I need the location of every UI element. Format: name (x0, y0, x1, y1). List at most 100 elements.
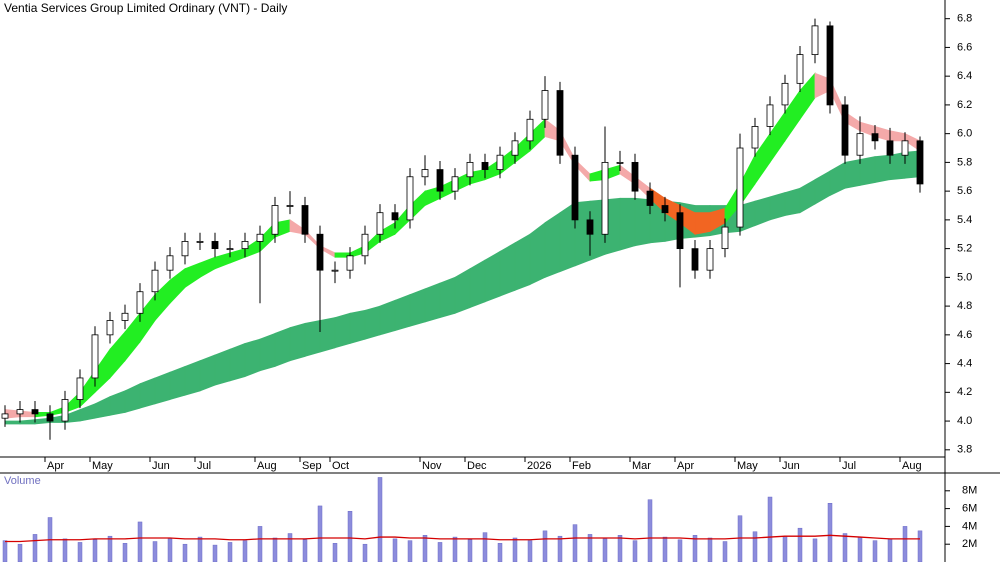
volume-bar (917, 530, 923, 562)
candle-body (586, 219, 594, 235)
x-tick-label: 2026 (527, 460, 551, 472)
chart-title: Ventia Services Group Limited Ordinary (… (4, 1, 287, 15)
long-band (469, 259, 486, 309)
candle-body (571, 154, 579, 221)
volume-bar (752, 531, 758, 562)
candle-body (601, 161, 609, 235)
x-tick-label: Oct (332, 460, 349, 472)
x-tick-label: Apr (677, 460, 694, 472)
volume-bar (152, 541, 158, 562)
candle-body (556, 90, 564, 156)
volume-bar (857, 536, 863, 562)
candle-body (481, 161, 489, 170)
volume-bar (92, 539, 98, 562)
long-band (889, 151, 906, 181)
long-band (769, 192, 786, 221)
candle-body (331, 269, 339, 272)
long-band (139, 377, 156, 409)
volume-bar (332, 543, 338, 562)
candle-body (241, 241, 249, 250)
volume-bar (512, 537, 518, 562)
long-band (784, 187, 801, 217)
x-tick-label: Feb (572, 460, 591, 472)
long-band (319, 317, 336, 353)
long-band (154, 371, 171, 405)
candle-body (661, 205, 669, 214)
volume-bar (167, 538, 173, 562)
volume-bar (422, 535, 428, 562)
candle-body (526, 118, 534, 142)
candle-body (781, 82, 789, 106)
candle-body (136, 291, 144, 314)
y-tick-label: 4.4 (957, 357, 972, 369)
y-tick-label: 6.8 (957, 13, 972, 25)
volume-tick-label: 6M (962, 503, 977, 515)
volume-bar (287, 533, 293, 562)
volume-bar (362, 543, 368, 562)
y-tick-label: 5.2 (957, 243, 972, 255)
volume-bar (182, 543, 188, 562)
candle-body (391, 212, 399, 221)
y-tick-label: 4.6 (957, 329, 972, 341)
y-tick-label: 4.8 (957, 300, 972, 312)
long-band (424, 282, 441, 323)
candle-body (91, 334, 99, 379)
volume-bar (617, 535, 623, 562)
candle-body (16, 409, 24, 415)
volume-bar (347, 511, 353, 562)
candle-body (796, 54, 804, 84)
volume-bar (122, 543, 128, 562)
candle-body (106, 320, 114, 336)
y-tick-label: 6.4 (957, 70, 972, 82)
candle-body (301, 205, 309, 235)
candle-body (76, 377, 84, 400)
y-tick-label: 6.6 (957, 41, 972, 53)
volume-bar (407, 540, 413, 562)
y-tick-label: 3.8 (957, 444, 972, 456)
candle-body (346, 255, 354, 271)
volume-bar (482, 532, 488, 562)
volume-bar (602, 538, 608, 562)
long-band (199, 354, 216, 392)
volume-bar (842, 533, 848, 562)
candle-body (691, 248, 699, 271)
candle-body (271, 205, 279, 235)
candle-body (121, 312, 129, 321)
candle-body (151, 269, 159, 293)
candle-body (211, 241, 219, 250)
volume-bar (812, 538, 818, 562)
x-tick-label: Nov (422, 460, 442, 472)
long-band (484, 250, 501, 303)
long-band (379, 299, 396, 336)
long-band (259, 332, 276, 372)
plot (1, 18, 924, 440)
volume-bar (257, 526, 263, 562)
candle-body (511, 140, 519, 156)
candle-body (751, 126, 759, 149)
volume-bar (437, 542, 443, 562)
volume-bar (572, 524, 578, 562)
x-tick-label: Jul (197, 460, 211, 472)
volume-bar (767, 496, 773, 562)
volume-bar (662, 536, 668, 562)
long-band (529, 221, 546, 286)
candle-body (631, 161, 639, 192)
volume-bar (62, 538, 68, 562)
volume-bar (302, 539, 308, 562)
candle-body (886, 140, 894, 156)
candle-body (286, 205, 294, 207)
long-band (874, 154, 891, 183)
volume-bar (782, 535, 788, 562)
x-tick-label: Sep (302, 460, 322, 472)
candle-body (541, 90, 549, 120)
candle-body (31, 409, 39, 415)
y-tick-label: 5.6 (957, 185, 972, 197)
volume-tick-label: 2M (962, 538, 977, 550)
volume-tick-label: 8M (962, 485, 977, 497)
candle-body (436, 169, 444, 192)
candle-body (706, 248, 714, 271)
volume-bar (242, 540, 248, 562)
x-tick-label: May (92, 460, 113, 472)
x-tick-label: Aug (902, 460, 922, 472)
